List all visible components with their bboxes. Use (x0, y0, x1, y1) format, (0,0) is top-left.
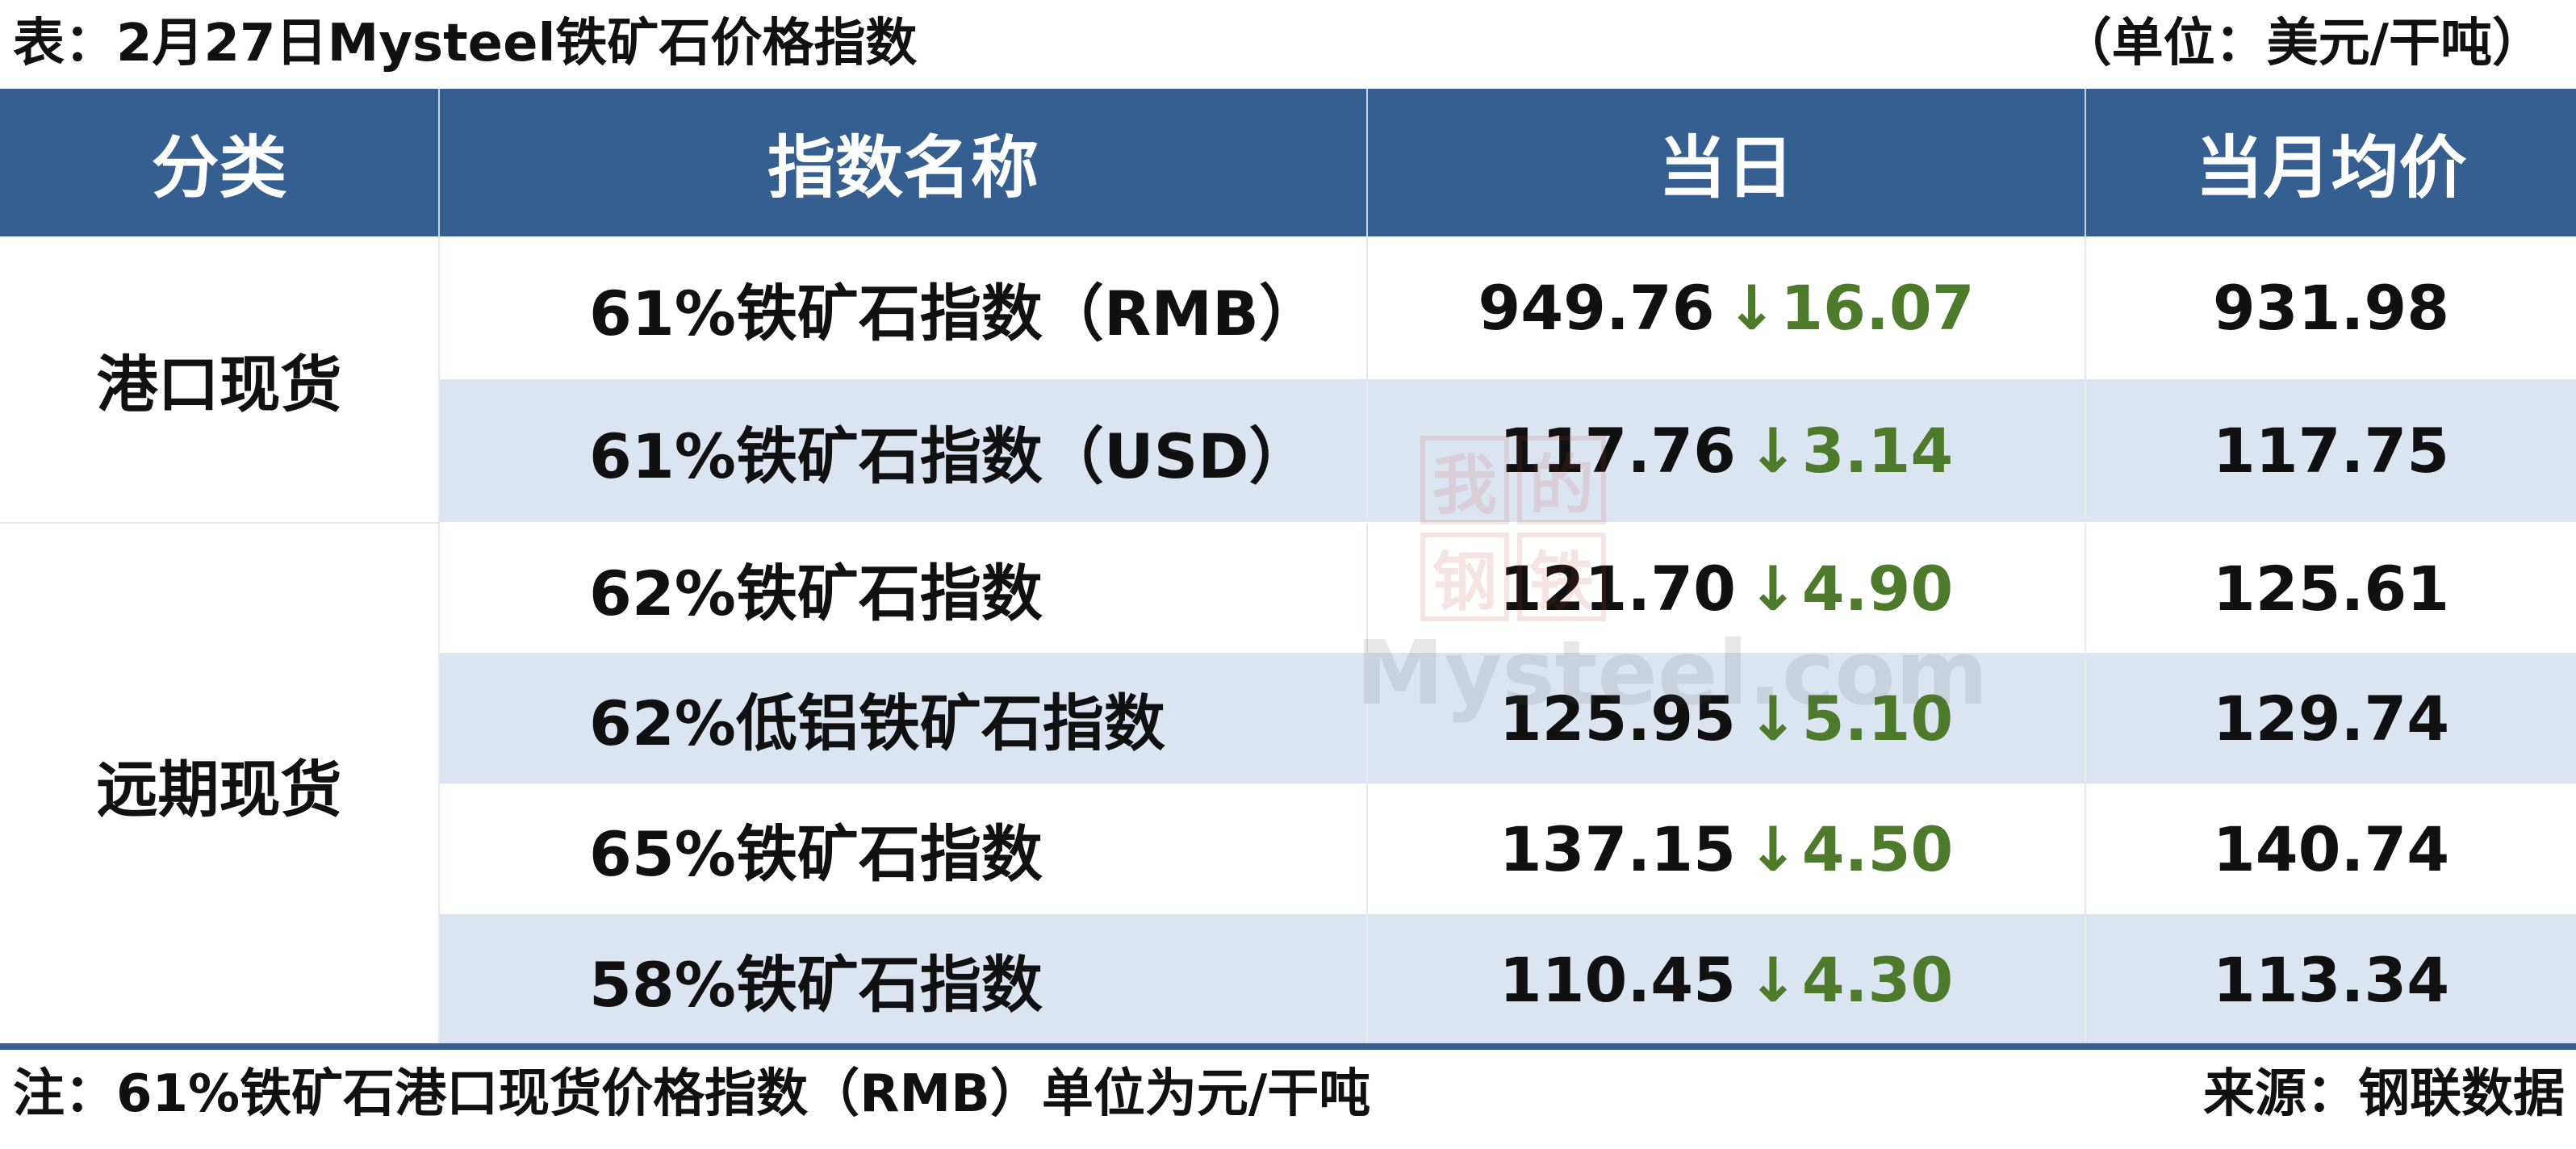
table-body: 港口现货 远期现货 61%铁矿石指数（RMB） 949.76 ↓ 16.07 9… (0, 236, 2576, 1045)
today-value: 117.76 (1499, 415, 1737, 487)
table-row: 58%铁矿石指数 110.45 ↓ 4.30 113.34 (440, 914, 2576, 1045)
category-divider (0, 522, 440, 524)
index-name: 61%铁矿石指数（RMB） (440, 236, 1368, 379)
change-value: 16.07 (1780, 272, 1975, 344)
down-arrow-icon: ↓ (1747, 943, 1799, 1016)
table-row: 61%铁矿石指数（USD） 117.76 ↓ 3.14 117.75 (440, 379, 2576, 522)
category-forward-spot: 远期现货 (0, 524, 440, 1045)
monthly-average: 117.75 (2212, 415, 2450, 487)
today-value: 110.45 (1499, 943, 1737, 1016)
title-row: 表：2月27日Mysteel铁矿石价格指数 （单位：美元/干吨） (0, 0, 2576, 87)
table-row: 62%铁矿石指数 121.70 ↓ 4.90 125.61 (440, 524, 2576, 653)
change-value: 4.30 (1801, 943, 1954, 1016)
header-today: 当日 (1368, 89, 2086, 236)
today-cell: 121.70 ↓ 4.90 (1368, 524, 2086, 653)
today-value: 121.70 (1499, 552, 1737, 625)
monthly-average: 125.61 (2212, 552, 2450, 625)
today-value: 949.76 (1478, 272, 1715, 344)
down-arrow-icon: ↓ (1747, 682, 1799, 754)
change-value: 4.90 (1801, 552, 1954, 625)
index-name: 61%铁矿石指数（USD） (440, 379, 1368, 522)
table-row: 62%低铝铁矿石指数 125.95 ↓ 5.10 129.74 (440, 653, 2576, 783)
monthly-average: 140.74 (2212, 813, 2450, 885)
index-name: 58%铁矿石指数 (440, 914, 1368, 1045)
footer-source: 来源：钢联数据 (2203, 1064, 2565, 1124)
footer-note: 注：61%铁矿石港口现货价格指数（RMB）单位为元/干吨 (13, 1064, 1371, 1124)
change-value: 3.14 (1801, 415, 1954, 487)
category-port-spot: 港口现货 (0, 236, 440, 522)
change-value: 4.50 (1801, 813, 1954, 885)
today-value: 137.15 (1499, 813, 1737, 885)
price-index-table: 分类 指数名称 当日 当月均价 港口现货 远期现货 61%铁矿石指数（RMB） … (0, 89, 2576, 1045)
table-row: 61%铁矿石指数（RMB） 949.76 ↓ 16.07 931.98 (440, 236, 2576, 379)
down-arrow-icon: ↓ (1725, 272, 1778, 344)
monthly-average: 931.98 (2212, 272, 2450, 344)
today-cell: 117.76 ↓ 3.14 (1368, 379, 2086, 522)
today-cell: 125.95 ↓ 5.10 (1368, 653, 2086, 783)
down-arrow-icon: ↓ (1747, 813, 1799, 885)
today-cell: 137.15 ↓ 4.50 (1368, 783, 2086, 914)
index-name: 62%铁矿石指数 (440, 524, 1368, 653)
change-value: 5.10 (1801, 682, 1954, 754)
down-arrow-icon: ↓ (1747, 552, 1799, 625)
index-name: 65%铁矿石指数 (440, 783, 1368, 914)
header-index-name: 指数名称 (440, 89, 1368, 236)
down-arrow-icon: ↓ (1747, 415, 1799, 487)
today-value: 125.95 (1499, 682, 1737, 754)
header-monthly-average: 当月均价 (2195, 128, 2467, 207)
monthly-average: 113.34 (2212, 943, 2450, 1016)
monthly-average: 129.74 (2212, 682, 2450, 754)
table-title: 表：2月27日Mysteel铁矿石价格指数 (13, 14, 918, 73)
table-row: 65%铁矿石指数 137.15 ↓ 4.50 140.74 (440, 783, 2576, 914)
unit-label: （单位：美元/干吨） (2060, 14, 2544, 73)
index-name: 62%低铝铁矿石指数 (440, 653, 1368, 783)
table-header: 分类 指数名称 当日 当月均价 (0, 89, 2576, 236)
today-cell: 110.45 ↓ 4.30 (1368, 914, 2086, 1045)
header-category: 分类 (0, 89, 440, 236)
table-bottom-rule (0, 1043, 2576, 1050)
today-cell: 949.76 ↓ 16.07 (1368, 236, 2086, 379)
